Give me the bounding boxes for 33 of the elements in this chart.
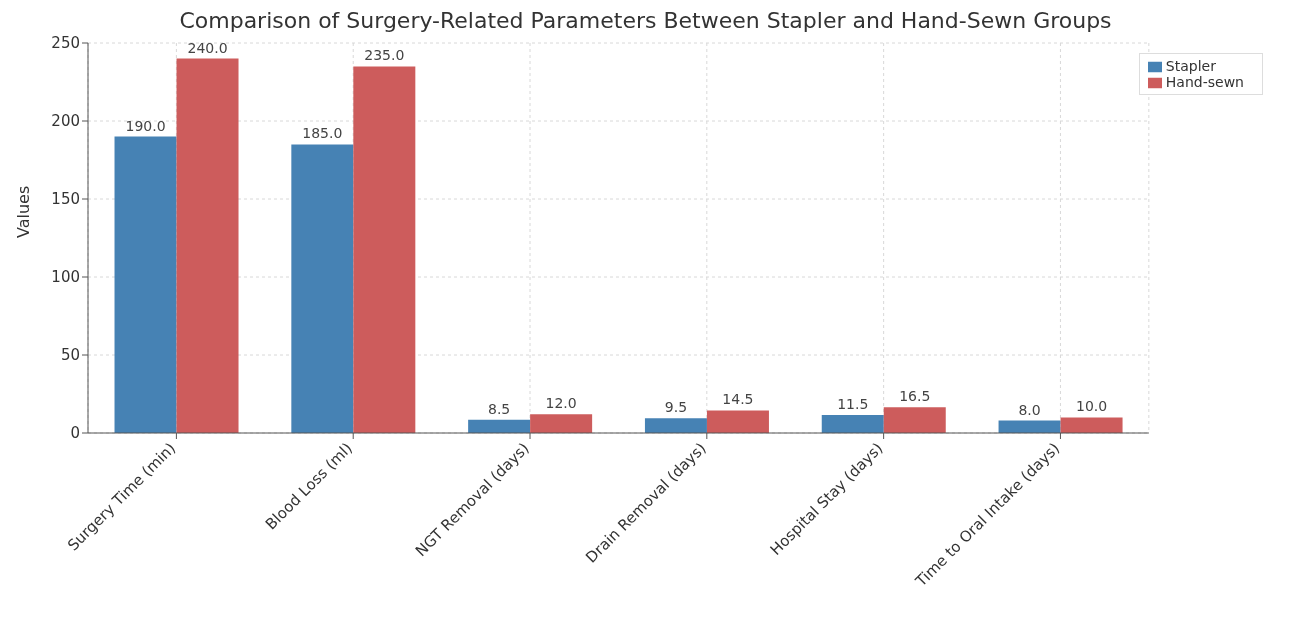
bar <box>883 407 946 433</box>
bar <box>644 418 707 433</box>
bar <box>114 136 177 433</box>
bar <box>706 410 769 433</box>
y-tick-label: 50 <box>60 346 80 365</box>
bar <box>176 58 239 433</box>
y-tick-label: 100 <box>51 268 80 287</box>
bar <box>353 66 416 433</box>
bar <box>1060 417 1123 433</box>
bar <box>821 415 884 433</box>
y-tick-label: 250 <box>51 34 80 53</box>
y-axis-title: Values <box>13 185 33 238</box>
data-label: 16.5 <box>899 388 931 405</box>
y-tick-label: 0 <box>70 424 80 443</box>
legend-label: Stapler <box>1165 58 1216 74</box>
data-label: 240.0 <box>187 39 228 56</box>
data-label: 12.0 <box>545 395 577 412</box>
chart-title: Comparison of Surgery-Related Parameters Between Stapler and Hand-Sewn Groups <box>178 8 1113 33</box>
data-label: 8.0 <box>1018 401 1041 418</box>
y-tick-label: 150 <box>51 190 80 209</box>
data-label: 14.5 <box>722 391 754 408</box>
data-label: 185.0 <box>302 125 343 142</box>
data-label: 190.0 <box>125 117 166 134</box>
bar <box>291 144 354 433</box>
data-label: 11.5 <box>837 396 869 413</box>
data-label: 235.0 <box>364 47 405 64</box>
y-tick-label: 200 <box>51 112 80 131</box>
bar <box>468 419 531 433</box>
data-label: 8.5 <box>488 400 511 417</box>
bar <box>530 414 593 433</box>
legend-label: Hand-sewn <box>1165 74 1244 90</box>
data-label: 9.5 <box>664 399 688 416</box>
data-label: 10.0 <box>1075 398 1108 415</box>
